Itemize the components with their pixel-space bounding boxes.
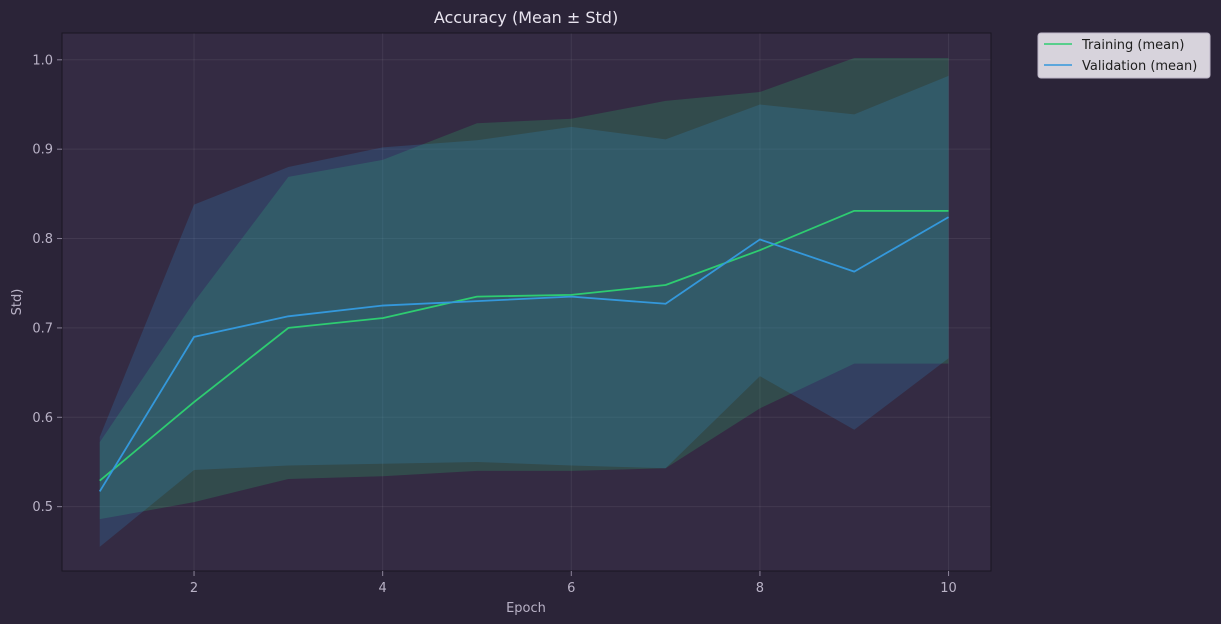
y-tick-label: 0.5 (32, 500, 53, 515)
legend-label-training: Training (mean) (1081, 38, 1184, 53)
y-tick-label: 1.0 (32, 53, 53, 68)
training-std-band (99, 58, 949, 520)
training-mean-line (99, 209, 949, 482)
y-axis: 0.5 0.6 0.7 0.8 0.9 1.0 (32, 53, 62, 515)
x-tick-label: 8 (756, 581, 764, 596)
x-tick-label: 4 (379, 581, 387, 596)
validation-mean-line (98, 216, 950, 492)
chart-title: Accuracy (Mean ± Std) (434, 8, 618, 27)
x-tick-label: 10 (940, 581, 957, 596)
x-axis-title: Epoch (506, 601, 546, 616)
y-axis-title: Std) (10, 289, 25, 316)
y-tick-label: 0.8 (32, 232, 53, 247)
legend: Training (mean) Validation (mean) (1037, 32, 1211, 79)
legend-box (1037, 32, 1211, 79)
grid (62, 33, 991, 571)
y-tick-label: 0.6 (32, 411, 53, 426)
validation-std-band (99, 75, 949, 547)
std-bands (99, 58, 949, 547)
mean-lines (98, 209, 950, 492)
x-axis: 2 4 6 8 10 (190, 571, 957, 596)
y-tick-label: 0.7 (32, 321, 53, 336)
plot-area (62, 33, 991, 571)
x-tick-label: 6 (567, 581, 575, 596)
legend-label-validation: Validation (mean) (1082, 59, 1197, 74)
y-tick-label: 0.9 (32, 143, 53, 158)
plot-frame (61, 32, 992, 572)
x-tick-label: 2 (190, 581, 198, 596)
